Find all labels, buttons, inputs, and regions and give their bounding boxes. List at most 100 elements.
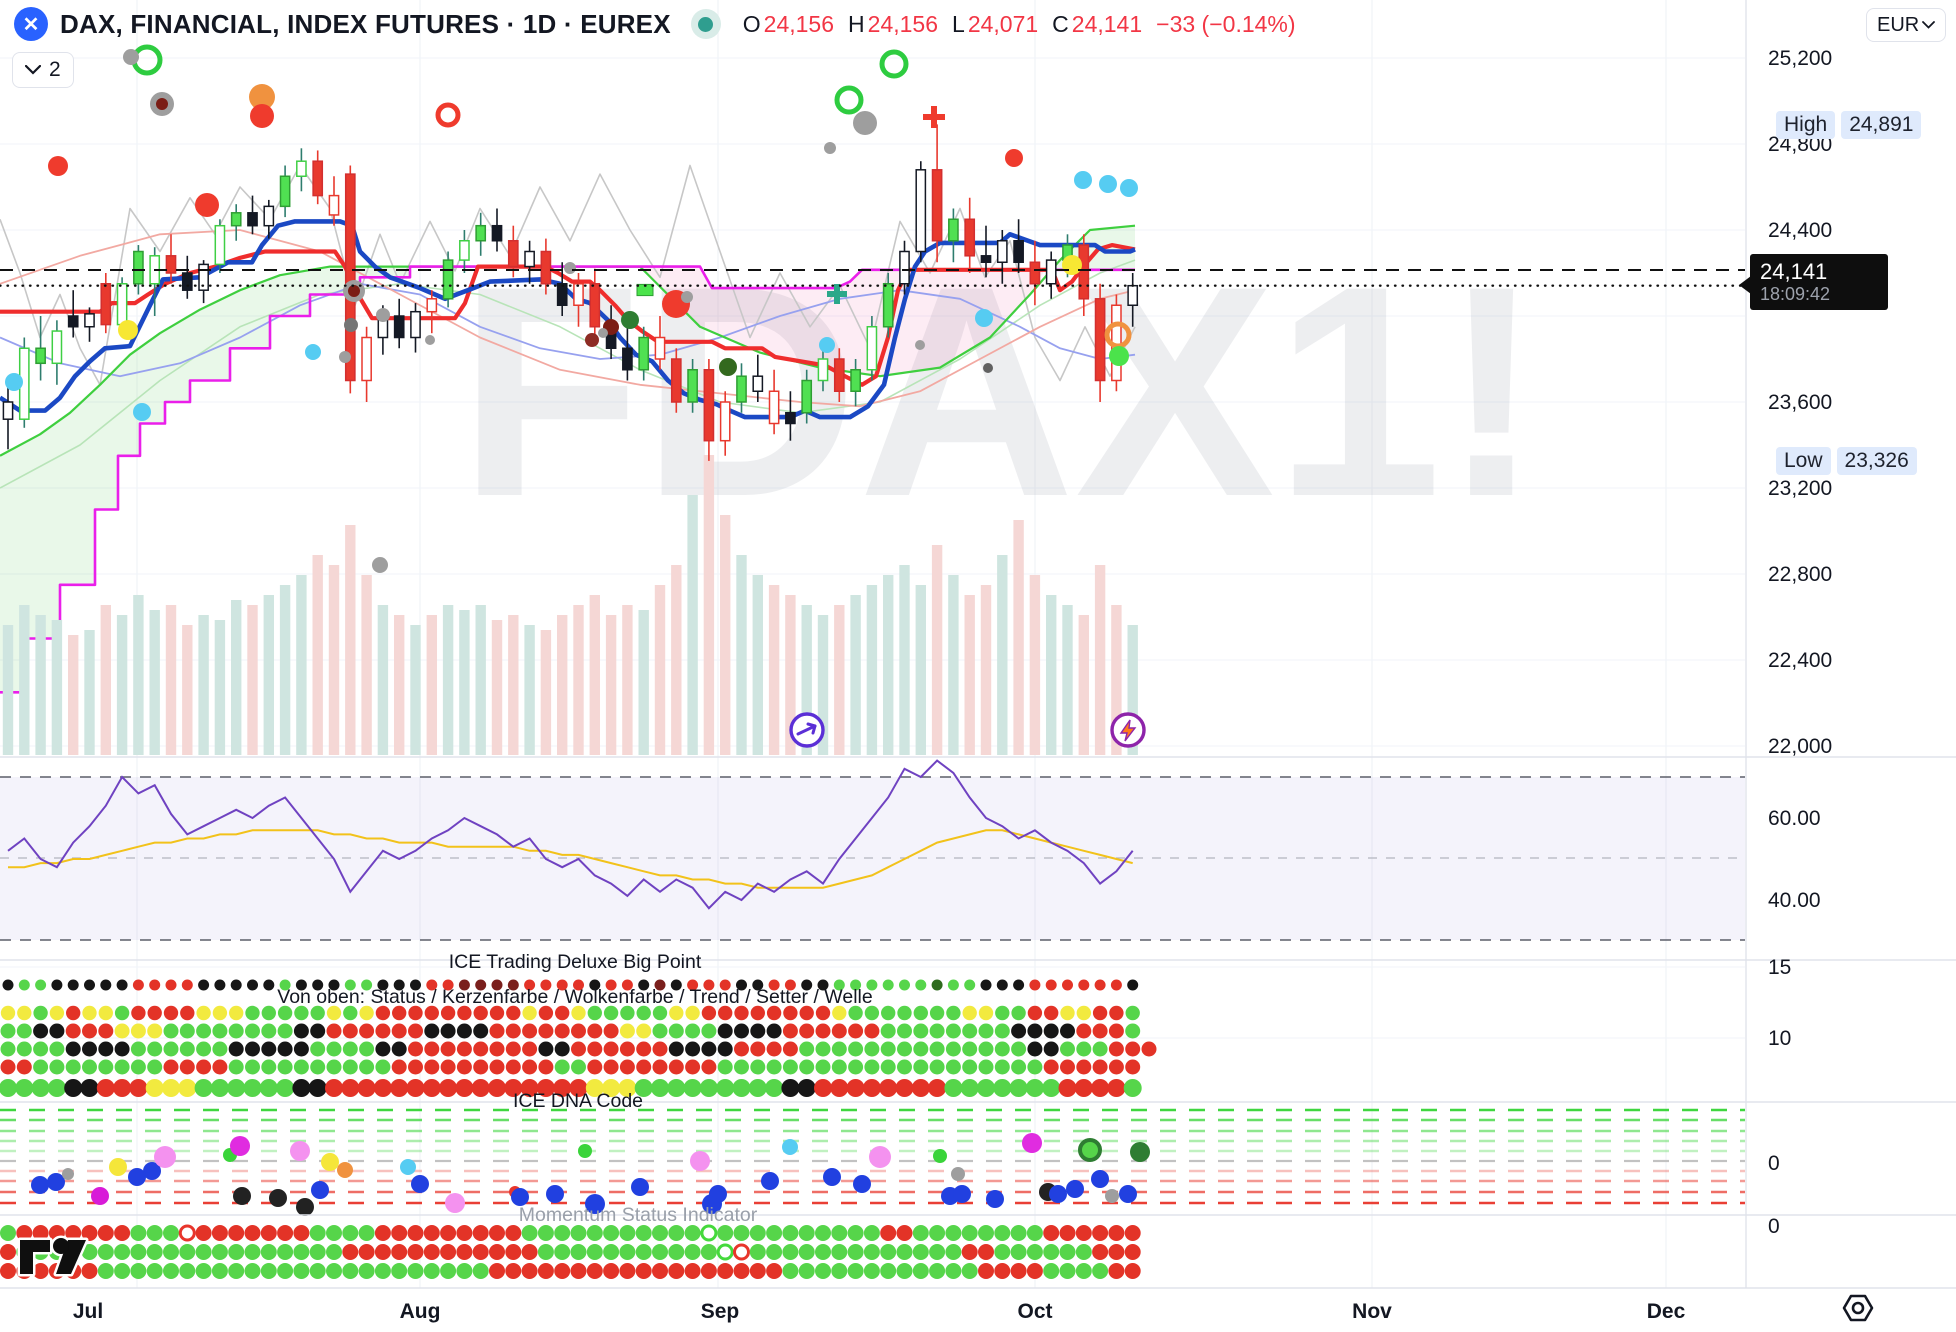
candle-body — [703, 369, 715, 442]
indicator-dot — [538, 1059, 554, 1075]
indicator-dot — [684, 1225, 701, 1241]
indicator-dot — [554, 1225, 571, 1241]
market-status-icon[interactable] — [690, 9, 721, 39]
indicator-dot — [114, 1041, 130, 1057]
indicator-dot — [571, 1023, 586, 1039]
indicator-dot — [82, 1005, 97, 1021]
volume-bar — [801, 605, 812, 755]
indicator-dot — [440, 1263, 457, 1279]
indicator-dot — [668, 1263, 685, 1279]
time-axis-label[interactable]: Aug — [400, 1300, 441, 1323]
candle-body — [752, 375, 764, 393]
indicator-count: 2 — [49, 58, 61, 81]
dna-dot — [1078, 1138, 1102, 1162]
indicator-dot — [683, 1079, 702, 1097]
indicator-dot — [0, 1059, 16, 1075]
indicator-dot — [978, 1023, 994, 1039]
indicator-dot — [505, 1225, 522, 1241]
indicator-dot — [132, 979, 144, 991]
indicator-dot — [522, 1041, 538, 1057]
settings-icon[interactable] — [1840, 1290, 1876, 1331]
indicator-dot — [198, 979, 210, 991]
indicator-dot — [1075, 1263, 1092, 1279]
indicator-dot — [407, 1263, 424, 1279]
candle-body — [1094, 298, 1106, 382]
collapse-indicators-button[interactable]: 2 — [12, 52, 74, 88]
indicator-dot — [178, 1079, 197, 1097]
indicator-dot — [81, 1225, 98, 1241]
indicator-dot — [619, 1041, 635, 1057]
indicator-dot — [195, 1225, 212, 1241]
indicator-dot — [668, 1225, 685, 1241]
indicator-dot — [423, 1225, 440, 1241]
indicator-dot — [994, 1244, 1011, 1260]
indicator-dot — [929, 1244, 946, 1260]
indicator-dot — [473, 1059, 489, 1075]
dna-dot — [128, 1168, 146, 1186]
indicator-dot — [734, 1023, 749, 1039]
indicator-dot — [391, 1023, 407, 1039]
symbol-title[interactable]: DAX, FINANCIAL, INDEX FUTURES · 1D · EUR… — [60, 8, 671, 39]
indicator-dot — [32, 1225, 49, 1241]
time-axis-label[interactable]: Dec — [1647, 1300, 1686, 1323]
indicator-dot — [945, 1263, 962, 1279]
time-axis-label[interactable]: Nov — [1352, 1300, 1392, 1323]
indicator-dot — [179, 1023, 195, 1039]
signal-dot-marker — [118, 320, 138, 340]
indicator-dot — [1092, 1059, 1108, 1075]
signal-dot-marker — [681, 291, 693, 303]
symbol-logo-icon[interactable]: ✕ — [14, 7, 48, 41]
indicator-dot — [377, 979, 389, 991]
indicator-dot — [994, 1059, 1010, 1075]
candle-body — [654, 336, 666, 360]
indicator-dot — [293, 1059, 309, 1075]
close-label: C — [1052, 10, 1069, 37]
indicator-dot — [701, 1041, 717, 1057]
indicator-dot — [895, 1079, 914, 1097]
currency-selector[interactable]: EUR — [1866, 8, 1946, 42]
indicator-dot — [538, 1041, 554, 1057]
indicator-dot — [1011, 1023, 1027, 1039]
indicator-dot — [471, 1079, 490, 1097]
volume-bar — [198, 615, 209, 755]
indicator-dot — [16, 1023, 32, 1039]
indicator-dot — [342, 1041, 358, 1057]
indicator-dot — [359, 1059, 375, 1075]
indicator-dot — [603, 1225, 620, 1241]
indicator-dot — [358, 1244, 375, 1260]
candle-body — [931, 169, 943, 242]
indicator-dot — [1058, 1079, 1077, 1097]
indicator-dot — [962, 1005, 977, 1021]
time-axis-label[interactable]: Jul — [73, 1300, 103, 1323]
tradingview-logo[interactable] — [16, 1234, 92, 1285]
indicator-dot — [245, 1005, 260, 1021]
indicator-dot — [1060, 1041, 1075, 1057]
indicator-dot — [1010, 1263, 1027, 1279]
indicator-dot — [521, 1263, 538, 1279]
candle-body — [833, 358, 845, 392]
time-axis-label[interactable]: Sep — [701, 1300, 740, 1323]
indicator-dot — [1026, 1244, 1043, 1260]
indicator-dot — [766, 1005, 782, 1021]
indicator-dot — [717, 1041, 733, 1057]
indicator-dot — [456, 1263, 473, 1279]
indicator-dot — [980, 979, 992, 991]
indicator-dot — [455, 1079, 474, 1097]
indicator-dot — [1060, 1005, 1075, 1021]
volume-bar — [182, 625, 193, 755]
indicator-dot — [850, 979, 862, 991]
signal-dot-marker — [1005, 149, 1023, 167]
indicator-dot — [392, 1005, 407, 1021]
time-axis-label[interactable]: Oct — [1017, 1300, 1052, 1323]
indicator-dot — [652, 1005, 668, 1021]
candle-body — [279, 175, 291, 208]
dna-dot — [311, 1181, 329, 1199]
indicator-dot — [260, 1225, 277, 1241]
indicator-dot — [766, 1059, 782, 1075]
indicator-dot — [0, 1079, 17, 1097]
indicator-dot — [750, 1041, 766, 1057]
candle-body — [801, 379, 813, 414]
indicator-dot — [163, 1059, 179, 1075]
indicator-dot — [799, 1059, 815, 1075]
